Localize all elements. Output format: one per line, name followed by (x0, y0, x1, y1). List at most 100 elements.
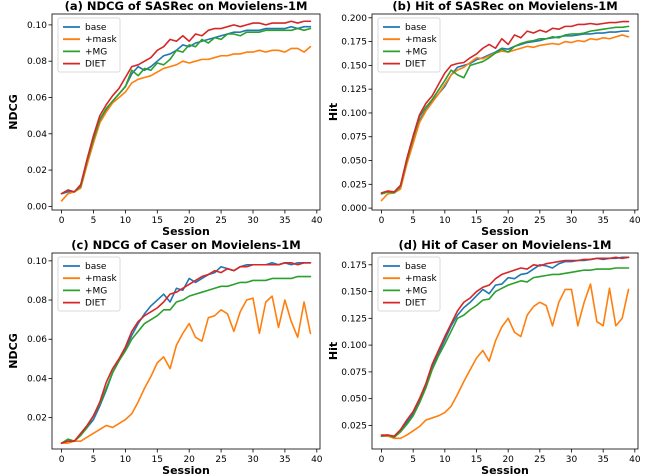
x-tick-label: 30 (247, 455, 259, 465)
chart-panel-2: (c) NDCG of Caser on Movielens-1M 0 5 10 15 2… (7, 238, 323, 476)
legend-label: DIET (85, 299, 106, 309)
series-line-mg (380, 267, 630, 439)
legend-box (377, 256, 441, 312)
x-tick-label: 10 (439, 216, 451, 226)
y-tick-label: 0.150 (341, 288, 367, 298)
y-tick-label: 0.050 (341, 395, 367, 405)
y-axis-label: Hit (327, 342, 340, 360)
x-tick-label: 40 (311, 455, 323, 465)
y-tick-label: 0.125 (341, 314, 367, 324)
x-tick-label: 40 (311, 216, 323, 226)
plot-frame (371, 13, 639, 211)
series-group (380, 256, 630, 440)
legend-label: +MG (405, 47, 427, 57)
chart-title: (b) Hit of SASRec on Movielens-1M (392, 0, 617, 13)
x-tick-label: 15 (471, 455, 482, 465)
chart-panel-0: (a) NDCG of SASRec on Movielens-1M 0 5 10 15… (7, 0, 323, 238)
x-tick-label: 10 (439, 455, 451, 465)
y-tick-label: 0.08 (27, 296, 47, 306)
y-tick-label: 0.06 (27, 93, 47, 103)
y-tick-label: 0.10 (27, 257, 47, 267)
x-tick-label: 35 (597, 216, 608, 226)
legend-label: +mask (85, 274, 118, 284)
series-line-mg (380, 25, 630, 195)
y-tick-label: 0.000 (341, 204, 367, 214)
y-tick-label: 0.04 (27, 374, 47, 384)
y-tick-label: 0.050 (341, 157, 367, 167)
x-tick-label: 5 (410, 455, 416, 465)
plot-frame (51, 252, 321, 450)
legend-box (57, 256, 121, 312)
y-tick-label: 0.075 (341, 133, 367, 143)
y-tick-label: 0.175 (341, 261, 367, 271)
legend-label: +MG (85, 47, 107, 57)
chart-title: (a) NDCG of SASRec on Movielens-1M (65, 0, 308, 13)
x-tick-label: 35 (279, 216, 290, 226)
legend-label: +mask (405, 35, 438, 45)
x-tick-label: 0 (379, 455, 385, 465)
legend-label: +mask (405, 274, 438, 284)
y-tick-label: 0.100 (341, 341, 367, 351)
y-tick-label: 0.125 (341, 85, 367, 95)
y-axis-label: NDCG (7, 94, 20, 129)
y-tick-label: 0.08 (27, 57, 47, 67)
series-line-mask (60, 45, 312, 202)
series-group (60, 20, 312, 202)
x-tick-label: 15 (152, 216, 163, 226)
legend-box (57, 17, 121, 73)
x-tick-label: 25 (215, 216, 226, 226)
chart-panel-1: (b) Hit of SASRec on Movielens-1M 0 5 10 15 2… (327, 0, 641, 238)
series-line-diet (380, 20, 630, 194)
legend-label: DIET (405, 299, 426, 309)
x-tick-label: 0 (59, 455, 65, 465)
y-tick-label: 0.06 (27, 335, 47, 345)
x-tick-label: 20 (183, 216, 195, 226)
x-tick-label: 25 (534, 216, 545, 226)
series-group (60, 261, 312, 444)
x-tick-label: 35 (279, 455, 290, 465)
legend-label: base (85, 23, 107, 33)
plot-frame (371, 252, 639, 450)
y-tick-label: 0.025 (341, 180, 367, 190)
y-tick-label: 0.10 (27, 21, 47, 31)
y-tick-label: 0.200 (341, 14, 367, 24)
legend-label: base (405, 23, 427, 33)
x-axis-label: Session (162, 464, 210, 476)
legend-label: DIET (85, 60, 106, 70)
y-tick-label: 0.02 (27, 166, 47, 176)
x-tick-label: 0 (379, 216, 385, 226)
legend-label: DIET (405, 60, 426, 70)
series-line-mask (60, 295, 312, 444)
x-tick-label: 5 (91, 216, 97, 226)
series-line-diet (60, 261, 312, 444)
y-tick-label: 0.025 (341, 421, 367, 431)
x-tick-label: 10 (120, 455, 132, 465)
x-axis-label: Session (481, 225, 529, 238)
y-tick-label: 0.02 (27, 414, 47, 424)
x-tick-label: 20 (502, 216, 514, 226)
x-axis-label: Session (481, 464, 529, 476)
legend-label: +mask (85, 35, 118, 45)
chart-panel-3: (d) Hit of Caser on Movielens-1M 0 5 10 15 20… (327, 238, 641, 476)
x-tick-label: 30 (247, 216, 259, 226)
y-axis-label: Hit (327, 103, 340, 121)
series-line-mg (60, 275, 312, 444)
x-tick-label: 15 (471, 216, 482, 226)
series-line-mask (380, 283, 630, 440)
x-axis-label: Session (162, 225, 210, 238)
series-line-mask (380, 34, 630, 202)
series-group (380, 20, 630, 202)
x-tick-label: 35 (597, 455, 608, 465)
x-tick-label: 20 (183, 455, 195, 465)
y-tick-label: 0.150 (341, 61, 367, 71)
x-tick-label: 25 (215, 455, 226, 465)
x-tick-label: 5 (91, 455, 97, 465)
plot-frame (51, 13, 321, 211)
y-tick-label: 0.175 (341, 38, 367, 48)
legend-label: base (85, 262, 107, 272)
series-line-base (60, 25, 312, 195)
legend-box (377, 17, 441, 73)
y-tick-label: 0.100 (341, 109, 367, 119)
legend-label: +MG (405, 286, 427, 296)
series-line-diet (380, 256, 630, 437)
